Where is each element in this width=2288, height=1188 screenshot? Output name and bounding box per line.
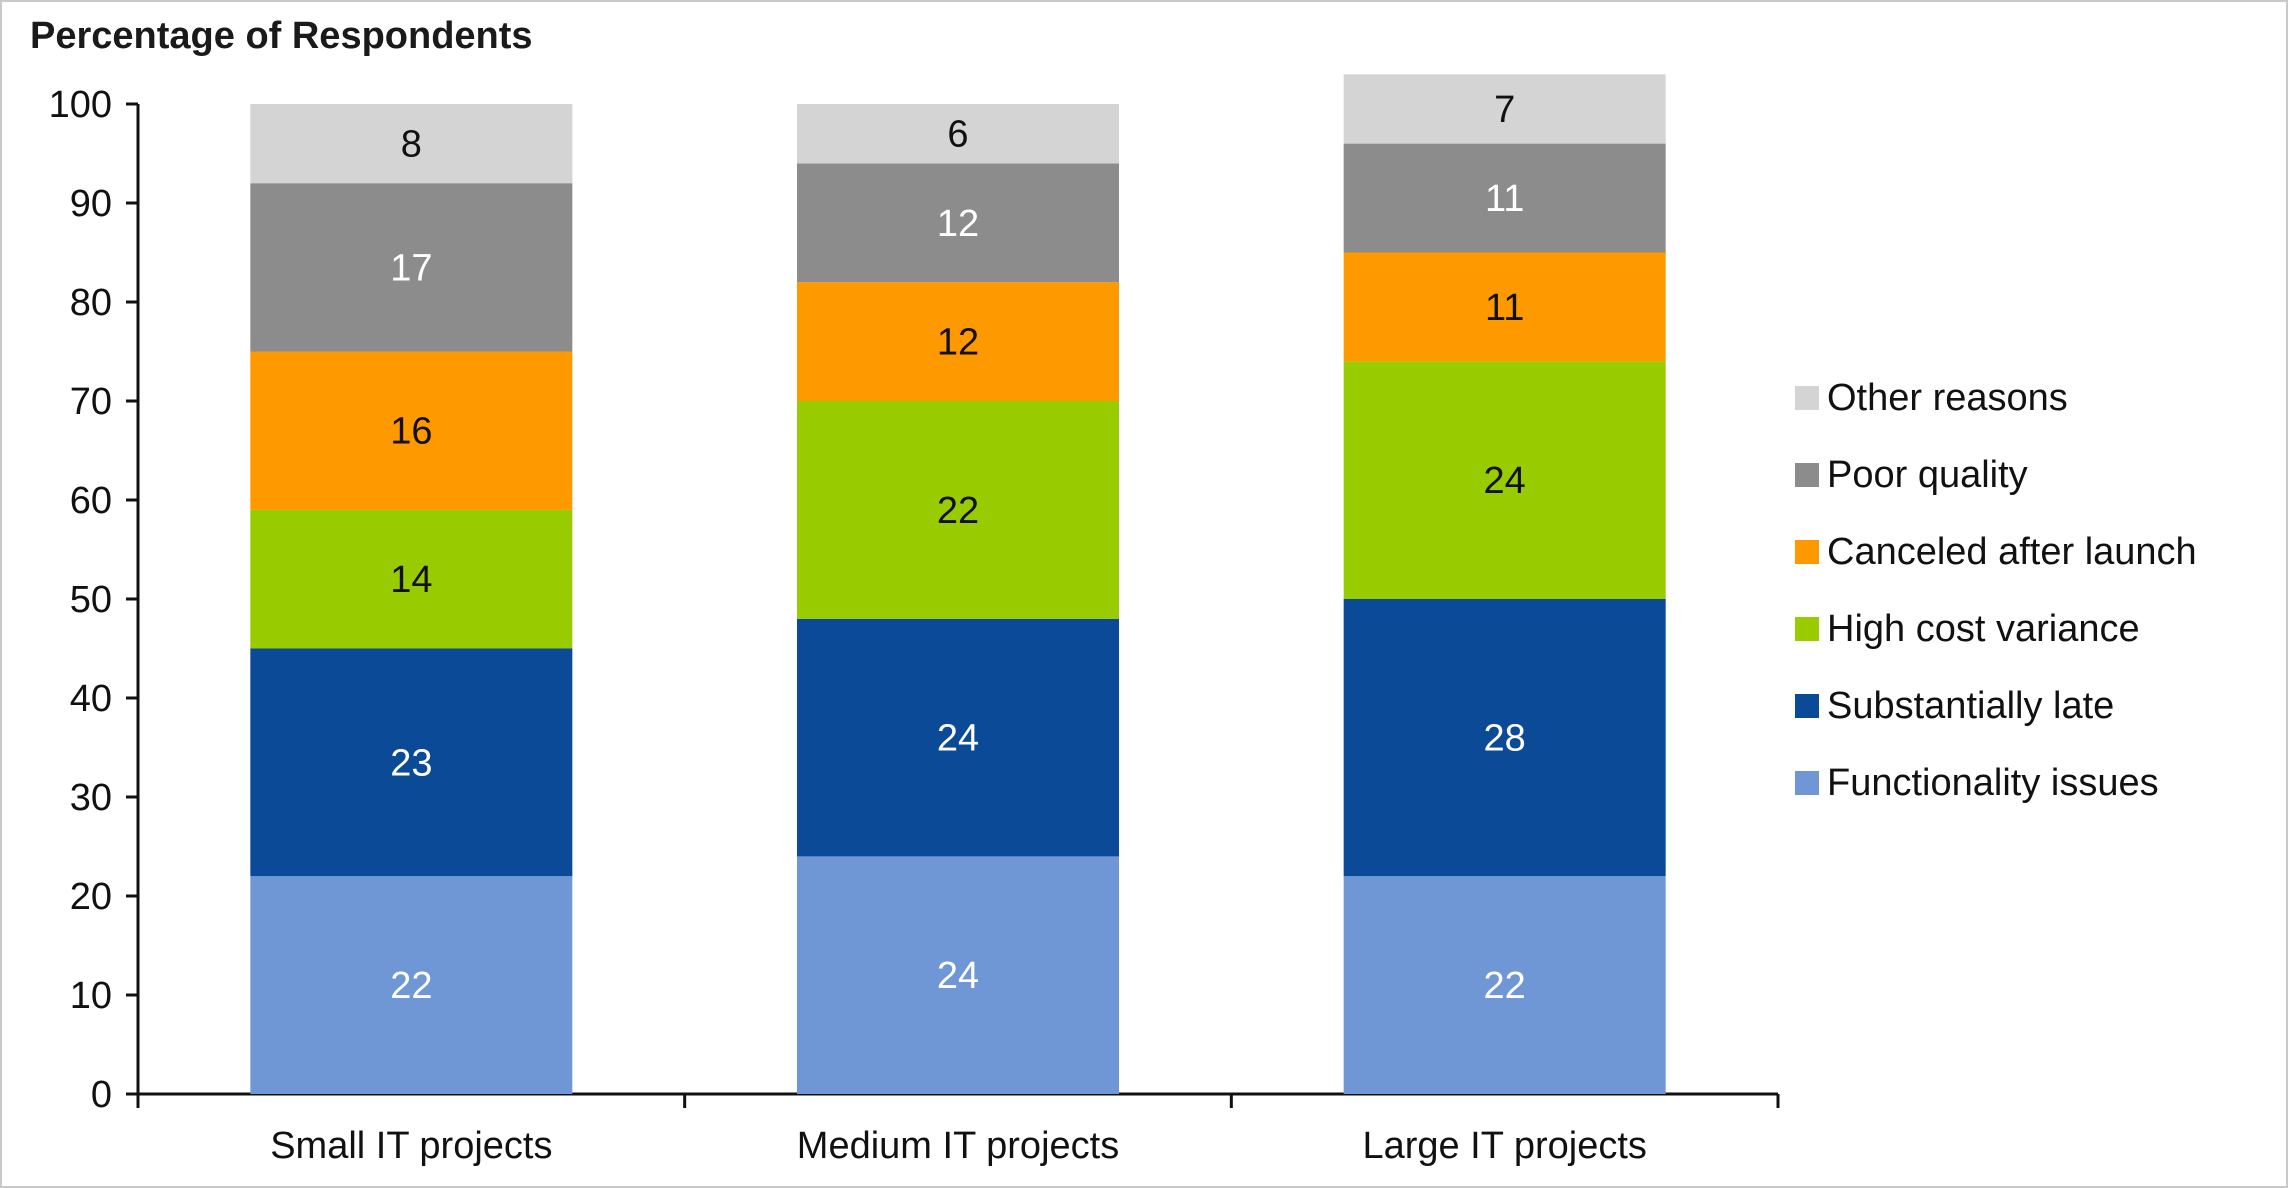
data-label: 28 [1484, 718, 1526, 760]
data-label: 24 [937, 718, 979, 760]
bar-segment [250, 183, 573, 352]
data-label: 12 [937, 322, 979, 364]
data-label: 22 [390, 965, 432, 1007]
bar-segment [250, 104, 573, 184]
bar-segment [1343, 361, 1666, 599]
data-label: 22 [937, 490, 979, 532]
y-tick-label: 50 [70, 579, 112, 621]
legend-swatch [1795, 463, 1819, 487]
bar-segment [797, 856, 1119, 1094]
data-label: 16 [390, 411, 432, 453]
data-label: 11 [1485, 287, 1524, 329]
legend-item-label: Canceled after launch [1827, 531, 2197, 573]
data-label: 6 [947, 114, 968, 156]
bar-segment [797, 401, 1119, 619]
bar-segment [1343, 74, 1666, 144]
y-tick-label: 40 [70, 678, 112, 720]
y-tick-label: 0 [91, 1074, 112, 1116]
y-tick-label: 100 [49, 84, 112, 126]
legend-item-label: Functionality issues [1827, 762, 2159, 804]
legend-item-label: Poor quality [1827, 454, 2028, 496]
bars-layer [250, 74, 1666, 1094]
data-label: 14 [390, 559, 432, 601]
bar-segment [1343, 876, 1666, 1094]
bar-segment [250, 351, 573, 510]
x-tick-label: Large IT projects [1362, 1125, 1646, 1167]
data-label: 8 [401, 124, 422, 166]
data-label: 7 [1494, 89, 1515, 131]
data-label: 11 [1485, 178, 1524, 220]
y-tick-label: 70 [70, 381, 112, 423]
legend-swatch [1795, 386, 1819, 410]
legend: Other reasons Poor quality Canceled after … [1795, 377, 2197, 804]
y-tick-label: 20 [70, 876, 112, 918]
y-tick-label: 30 [70, 777, 112, 819]
data-label: 17 [390, 247, 432, 289]
legend-swatch [1795, 617, 1819, 641]
bar-segment [1343, 252, 1666, 362]
bar-segment [797, 618, 1119, 857]
bar-segment [797, 282, 1119, 401]
bar-segment [1343, 143, 1666, 253]
chart-title: Percentage of Respondents [30, 15, 533, 57]
y-tick-label: 90 [70, 183, 112, 225]
bar-segment [1343, 599, 1666, 877]
bar-segment [797, 104, 1119, 164]
segment-labels-layer: 22 23 14 16 17 8 Small IT projects 24 24 22 12 12 6 M… [270, 89, 1647, 1167]
data-label: 24 [1484, 460, 1526, 502]
legend-item-label: High cost variance [1827, 608, 2140, 650]
legend-item-label: Substantially late [1827, 685, 2114, 727]
y-tick-label: 10 [70, 975, 112, 1017]
data-label: 12 [937, 203, 979, 245]
data-label: 23 [390, 742, 432, 784]
bar-segment [250, 509, 573, 649]
legend-swatch [1795, 771, 1819, 795]
legend-swatch [1795, 694, 1819, 718]
x-tick-label: Medium IT projects [797, 1125, 1119, 1167]
y-tick-label: 80 [70, 282, 112, 324]
x-tick-label: Small IT projects [270, 1125, 552, 1167]
bar-segment [797, 163, 1119, 283]
legend-swatch [1795, 540, 1819, 564]
data-label: 22 [1484, 965, 1526, 1007]
legend-item-label: Other reasons [1827, 377, 2068, 419]
bar-segment [250, 648, 573, 877]
data-label: 24 [937, 955, 979, 997]
bar-segment [250, 876, 573, 1094]
y-tick-label: 60 [70, 480, 112, 522]
